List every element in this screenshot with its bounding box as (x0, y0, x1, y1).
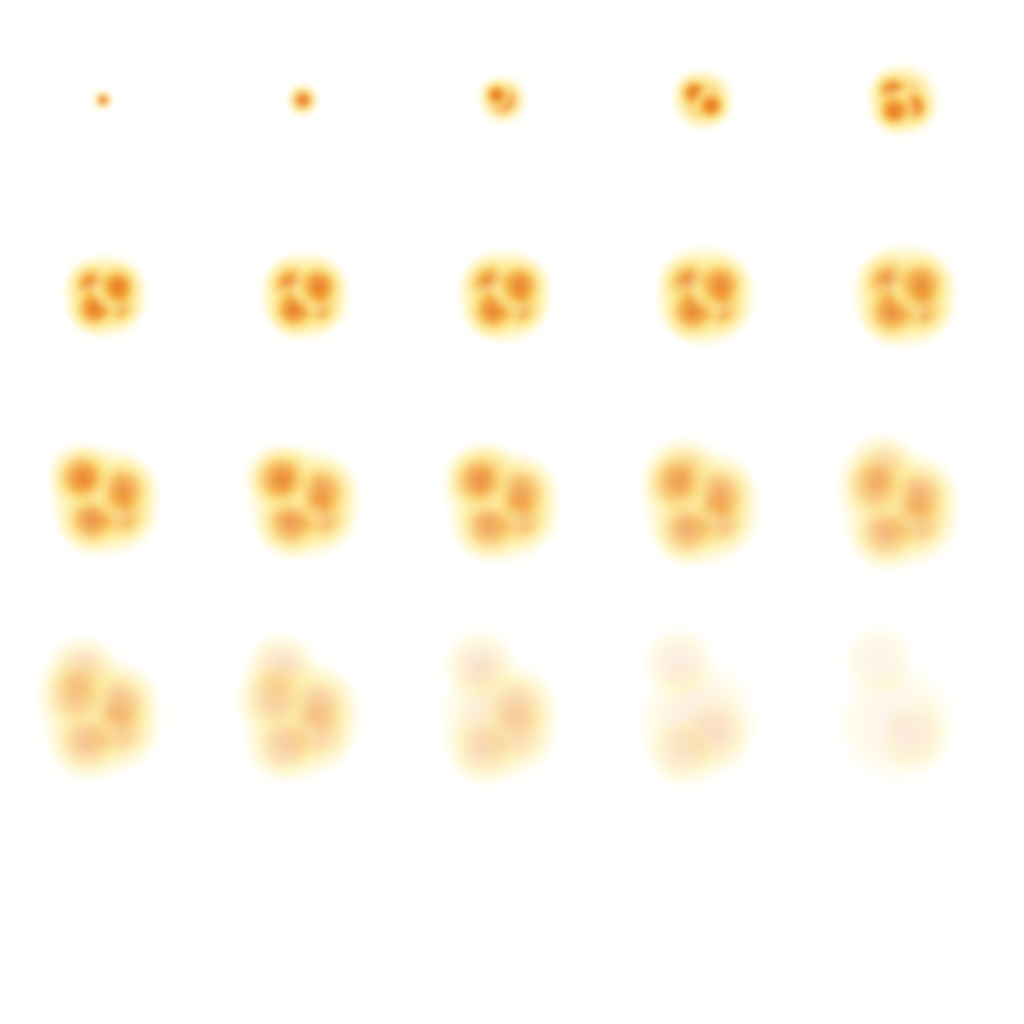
fire-puff (641, 625, 718, 702)
fire-puff (688, 253, 753, 317)
explosion-frame-16 (34, 633, 166, 783)
fire-puff (243, 443, 315, 515)
fire-puff (285, 82, 321, 118)
explosion-frame-3 (477, 74, 529, 126)
explosion-frame-13 (440, 439, 564, 566)
fire-puff (290, 257, 348, 315)
explosion-frame-15 (835, 431, 964, 572)
fire-puff (876, 698, 952, 773)
fire-puff (45, 441, 116, 512)
fire-puff (480, 667, 558, 745)
explosion-frame-12 (243, 443, 364, 563)
explosion-frame-18 (435, 627, 564, 789)
fire-puff (233, 658, 312, 736)
explosion-frame-11 (45, 441, 163, 559)
fire-puff (34, 655, 113, 733)
explosion-frame-2 (285, 82, 321, 118)
explosion-frame-6 (61, 252, 149, 340)
explosion-frame-17 (233, 630, 365, 786)
explosion-frame-8 (455, 246, 555, 346)
fire-puff (92, 89, 114, 111)
explosion-frame-4 (671, 68, 735, 132)
explosion-frame-19 (635, 625, 761, 790)
fire-puff (638, 446, 713, 521)
explosion-frame-20 (835, 623, 959, 786)
fire-puff (479, 78, 513, 111)
explosion-frame-7 (258, 249, 352, 343)
explosion-frame-10 (850, 241, 960, 351)
fire-puff (489, 255, 550, 316)
explosion-frame-1 (92, 89, 114, 111)
fire-puff (440, 444, 514, 518)
fire-puff (870, 87, 918, 135)
explosion-frame-9 (653, 244, 757, 348)
fire-puff (841, 623, 916, 698)
fire-puff (888, 250, 955, 318)
explosion-frame-14 (638, 435, 764, 569)
fire-puff (835, 447, 912, 524)
fire-puff (644, 714, 721, 790)
explosion-frame-5 (865, 62, 941, 138)
fire-puff (90, 259, 145, 314)
fire-puff (691, 85, 732, 127)
